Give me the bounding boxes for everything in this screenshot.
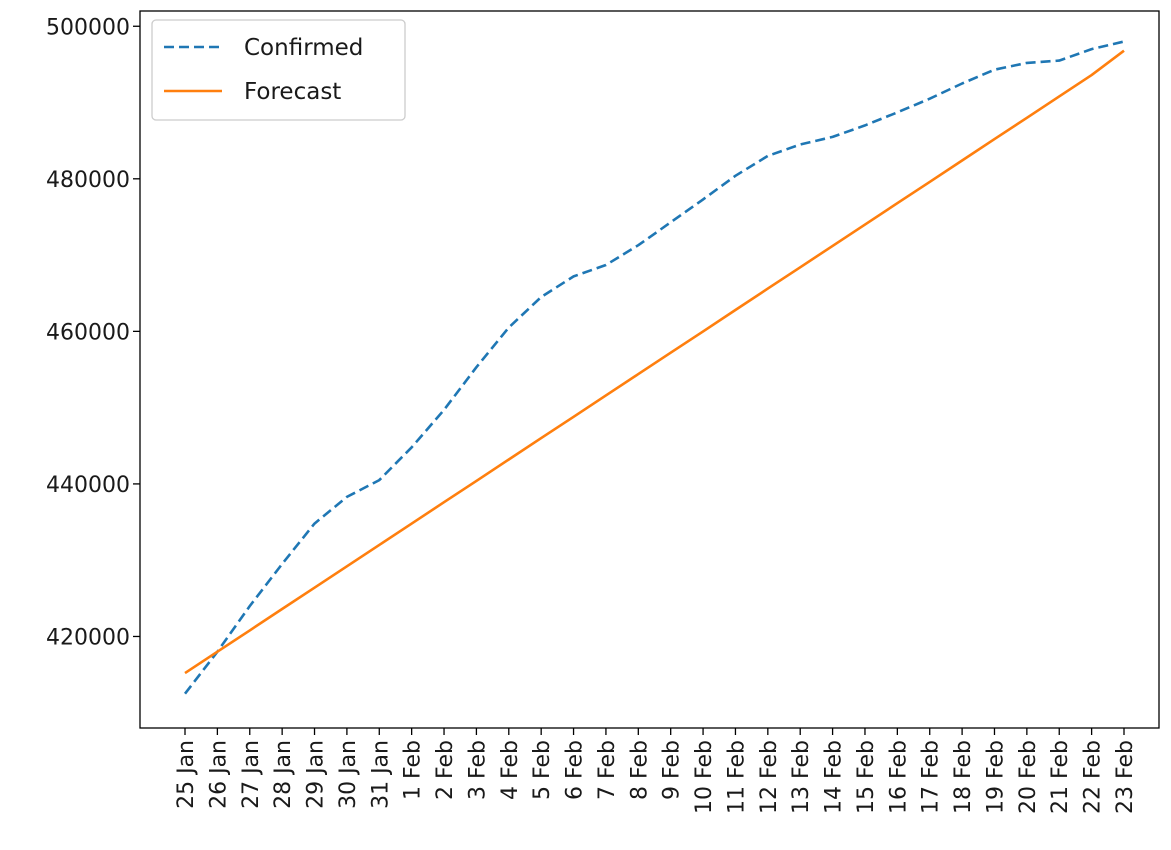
plot-area xyxy=(183,40,1125,695)
legend-label-forecast: Forecast xyxy=(244,79,341,105)
y-tick-label: 460000 xyxy=(46,320,130,345)
legend: Confirmed Forecast xyxy=(151,19,406,121)
x-tick-label: 20 Feb xyxy=(1016,740,1041,814)
x-tick-label: 21 Feb xyxy=(1048,740,1073,814)
x-tick-label: 22 Feb xyxy=(1081,740,1106,814)
x-tick-label: 5 Feb xyxy=(530,740,555,800)
x-tick-label: 9 Feb xyxy=(660,740,685,800)
x-tick-label: 23 Feb xyxy=(1113,740,1138,814)
x-tick-label: 11 Feb xyxy=(724,740,749,814)
y-tick-label: 420000 xyxy=(46,625,130,650)
series-line-confirmed xyxy=(183,40,1125,695)
x-tick-label: 8 Feb xyxy=(627,740,652,800)
y-tick-label: 440000 xyxy=(46,473,130,498)
x-tick-label: 29 Jan xyxy=(304,740,329,809)
x-tick-label: 13 Feb xyxy=(789,740,814,814)
x-tick-label: 7 Feb xyxy=(595,740,620,800)
x-tick-label: 16 Feb xyxy=(886,740,911,814)
x-tick-label: 19 Feb xyxy=(983,740,1008,814)
x-tick-label: 4 Feb xyxy=(498,740,523,800)
plot-frame xyxy=(139,10,1160,729)
x-tick-label: 25 Jan xyxy=(174,740,199,809)
x-tick-label: 14 Feb xyxy=(822,740,847,814)
legend-label-confirmed: Confirmed xyxy=(244,35,363,61)
x-tick-label: 12 Feb xyxy=(757,740,782,814)
x-tick-label: 28 Jan xyxy=(271,740,296,809)
x-tick-label: 27 Jan xyxy=(239,740,264,809)
x-tick-label: 18 Feb xyxy=(951,740,976,814)
x-tick-label: 3 Feb xyxy=(465,740,490,800)
x-tick-label: 6 Feb xyxy=(563,740,588,800)
axes: 420000 440000 460000 480000 500000 25 Jan 26 J… xyxy=(46,10,1160,814)
series-line-forecast xyxy=(184,49,1125,675)
x-tick-label: 15 Feb xyxy=(854,740,879,814)
y-tick-label: 480000 xyxy=(46,168,130,193)
legend-box xyxy=(151,19,406,121)
x-tick-label: 26 Jan xyxy=(206,740,231,809)
x-tick-label: 31 Jan xyxy=(368,740,393,809)
x-tick-label: 10 Feb xyxy=(692,740,717,814)
x-tick-label: 17 Feb xyxy=(919,740,944,814)
x-tick-label: 30 Jan xyxy=(336,740,361,809)
y-tick-label: 500000 xyxy=(46,15,130,40)
x-tick-label: 1 Feb xyxy=(401,740,426,800)
x-tick-label: 2 Feb xyxy=(433,740,458,800)
